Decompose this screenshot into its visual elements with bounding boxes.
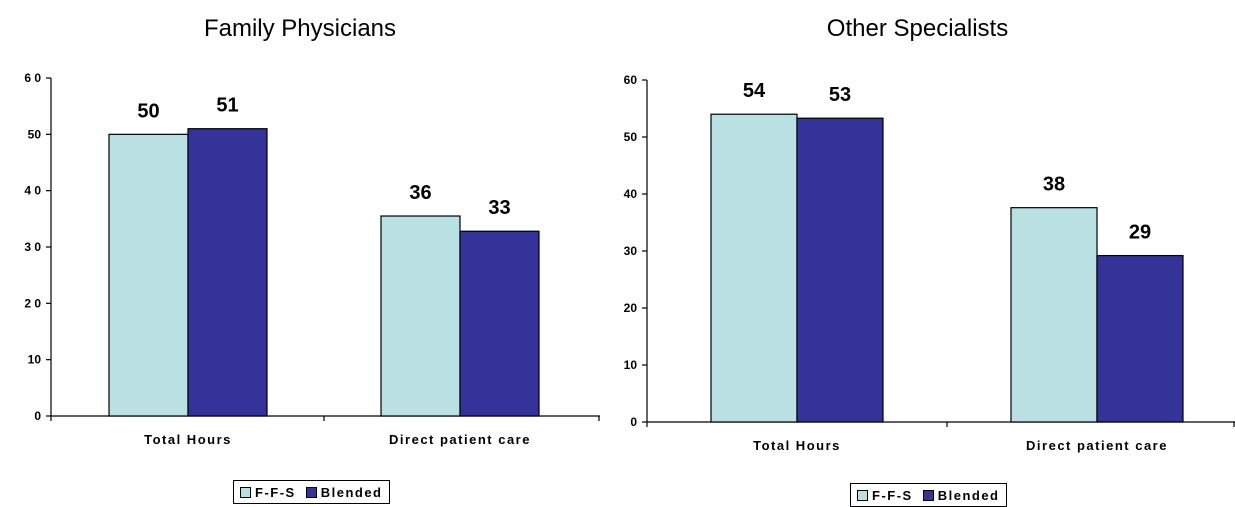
y-tick-label: 10 — [624, 358, 638, 372]
data-label: 54 — [743, 80, 766, 102]
data-label: 50 — [137, 100, 159, 122]
y-tick-label: 4 0 — [24, 184, 41, 198]
bar-blended-total-hours — [187, 128, 268, 417]
x-tick-label: Direct patient care — [389, 432, 531, 447]
legend-label-blended: Blended — [320, 484, 383, 500]
legend-swatch-ffs — [240, 486, 251, 498]
x-tick-label: Total Hours — [144, 432, 232, 447]
data-label: 36 — [409, 182, 431, 204]
bar-f-f-s-total-hours — [108, 133, 189, 417]
data-label: 53 — [829, 84, 851, 106]
chart-title: Family Physicians — [203, 15, 397, 42]
legend-item-ffs: F-F-S — [240, 485, 296, 500]
chart-title: Other Specialists — [826, 15, 1009, 42]
legend-item-ffs: F-F-S — [857, 488, 913, 503]
y-tick-label: 6 0 — [24, 71, 41, 85]
y-tick-label: 30 — [624, 244, 638, 258]
data-label: 33 — [488, 197, 510, 219]
bar-chart-family-physicians: 0 10 2 0 3 0 4 0 50 6 0 50 51 Total Hours 36 33 Dire… — [24, 71, 600, 447]
y-tick-label: 40 — [624, 187, 638, 201]
legend-item-blended: Blended — [922, 487, 1000, 503]
bar-blended-total-hours — [796, 117, 884, 423]
bar-blended-direct-patient-care — [459, 230, 540, 417]
chart-legend: F-F-S Blended — [850, 483, 1007, 507]
chart-panel-other-specialists: Other Specialists 0 10 20 30 40 50 60 54 53 Total… — [600, 0, 1235, 507]
bar-blended-direct-patient-care — [1096, 254, 1184, 423]
data-label: 38 — [1043, 174, 1065, 196]
y-tick-label: 0 — [34, 409, 41, 423]
bar-f-f-s-direct-patient-care — [1010, 207, 1098, 423]
data-label: 51 — [216, 95, 238, 117]
chart-panel-family-physicians: Family Physicians 0 10 2 0 3 0 4 0 50 6 0 50 51 T… — [0, 0, 600, 505]
data-label: 29 — [1129, 222, 1151, 244]
chart-legend: F-F-S Blended — [233, 480, 390, 504]
legend-label-blended: Blended — [937, 487, 1000, 503]
bar-f-f-s-direct-patient-care — [380, 215, 461, 417]
y-tick-label: 50 — [624, 130, 638, 144]
bar-chart-other-specialists: 0 10 20 30 40 50 60 54 53 Total Hours 38 29 Direct p… — [624, 73, 1235, 453]
legend-swatch-ffs — [857, 489, 868, 501]
legend-item-blended: Blended — [305, 484, 383, 500]
x-tick-label: Direct patient care — [1026, 438, 1168, 453]
y-tick-label: 10 — [28, 353, 42, 367]
legend-swatch-blended — [305, 486, 317, 498]
y-tick-label: 2 0 — [24, 296, 41, 310]
legend-label-ffs: F-F-S — [255, 484, 296, 500]
bar-f-f-s-total-hours — [710, 113, 798, 423]
legend-swatch-blended — [922, 489, 934, 501]
y-tick-label: 20 — [624, 301, 638, 315]
legend-label-ffs: F-F-S — [872, 487, 913, 503]
y-tick-label: 50 — [28, 127, 42, 141]
y-tick-label: 60 — [624, 73, 638, 87]
y-tick-label: 3 0 — [24, 240, 41, 254]
x-tick-label: Total Hours — [753, 438, 841, 453]
y-tick-label: 0 — [630, 415, 637, 429]
